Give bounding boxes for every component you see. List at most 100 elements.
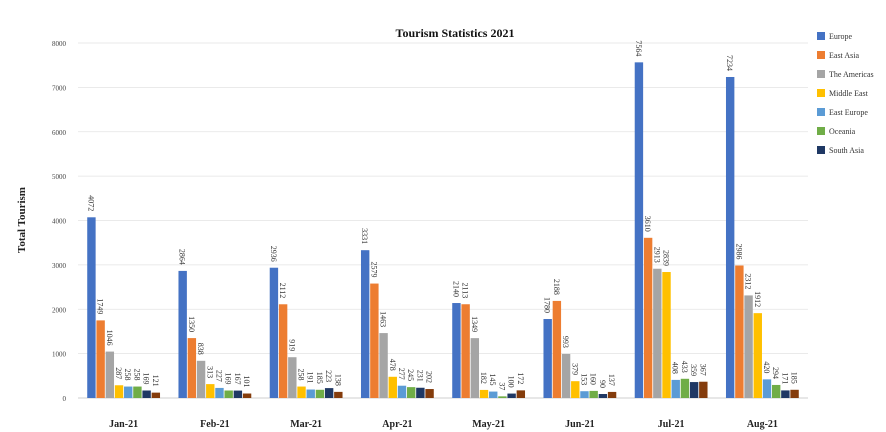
data-label: 7234 [725,55,734,71]
y-tick-label: 2000 [52,306,67,314]
x-tick-label: Mar-21 [290,419,322,430]
bar [297,386,306,398]
x-axis-ticks: Jan-21 Feb-21 Mar-21 Apr-21 May-21 Jun-21 Jul-… [109,419,778,430]
data-label: 1463 [379,311,388,327]
data-label: 167 [233,373,242,385]
y-tick-label: 5000 [52,173,67,181]
bar [516,390,526,398]
data-label: 2113 [461,283,470,299]
bar [233,390,243,398]
bar [334,391,343,398]
y-tick-label: 7000 [52,84,67,92]
y-tick-label: 6000 [52,129,67,137]
bar [470,338,480,398]
bar [315,389,325,398]
data-label: 3331 [360,228,369,244]
y-tick-label: 4000 [52,218,67,226]
bar [680,378,690,398]
data-label: 1912 [753,291,762,307]
data-label: 2312 [744,273,753,289]
y-tick-label: 3000 [52,262,67,270]
bar [224,390,233,398]
bar [634,62,644,398]
y-tick-label: 0 [63,395,67,403]
data-label: 379 [570,363,579,375]
data-label: 258 [123,369,132,381]
bar [744,295,753,398]
data-label: 1350 [187,316,196,332]
data-label: 245 [406,369,415,381]
data-label: 367 [698,364,707,376]
legend-label: South Asia [829,146,864,155]
bar [452,303,461,398]
bar [643,237,653,398]
bar [96,320,105,398]
bar [561,353,571,398]
data-label: 227 [214,370,223,382]
y-tick-label: 1000 [52,351,67,359]
data-label: 153 [579,373,588,385]
legend-swatch [817,32,825,40]
data-label: 182 [479,372,488,384]
legend-swatch [817,51,825,59]
data-label: 223 [324,370,333,382]
bar [388,376,397,398]
data-label: 258 [297,369,306,381]
bar [142,390,151,398]
legend-label: Europe [829,32,853,41]
legend-swatch [817,89,825,97]
bar [425,389,434,398]
data-label: 169 [224,373,233,385]
y-axis-ticks: 0 1000 2000 3000 4000 5000 6000 7000 8000 [52,40,67,403]
bar [324,388,334,398]
data-label: 2864 [178,249,187,265]
x-tick-label: Jul-21 [658,419,685,430]
bar [288,357,297,398]
bar [87,217,96,398]
data-label: 101 [242,376,251,388]
bar [114,385,124,398]
data-label: 202 [425,371,434,383]
legend-label: East Asia [829,51,859,60]
bar [662,272,671,398]
bar [543,319,552,398]
x-tick-label: Aug-21 [747,419,778,430]
data-label: 145 [488,374,497,386]
bar [124,386,133,398]
bar [699,381,708,398]
bar [133,386,142,398]
bar [379,333,388,398]
data-label: 185 [315,372,324,384]
data-label: 408 [671,362,680,374]
bar [589,390,598,398]
data-label: 1749 [96,298,105,314]
y-tick-label: 8000 [52,40,67,48]
data-label: 277 [397,368,406,380]
data-label: 100 [507,376,516,388]
data-label: 359 [689,364,698,376]
gridlines [78,42,808,399]
data-label: 90 [598,380,607,388]
data-label: 137 [607,374,616,386]
bar [416,387,425,398]
bar [671,379,680,398]
bar [552,300,562,398]
bar [479,389,489,398]
bar [215,387,224,398]
legend-swatch [817,146,825,154]
data-label: 433 [680,361,689,373]
data-label: 287 [114,367,123,379]
data-label: 37 [497,382,506,390]
chart-title: Tourism Statistics 2021 [396,26,515,40]
bar [571,381,580,398]
bar [498,396,507,398]
x-tick-label: May-21 [472,419,505,430]
legend-swatch [817,108,825,116]
data-label: 1046 [105,330,114,346]
data-label: 838 [196,343,205,355]
bar [725,76,735,399]
data-label: 3610 [643,216,652,232]
data-label: 2986 [734,243,743,259]
bar [370,283,379,398]
